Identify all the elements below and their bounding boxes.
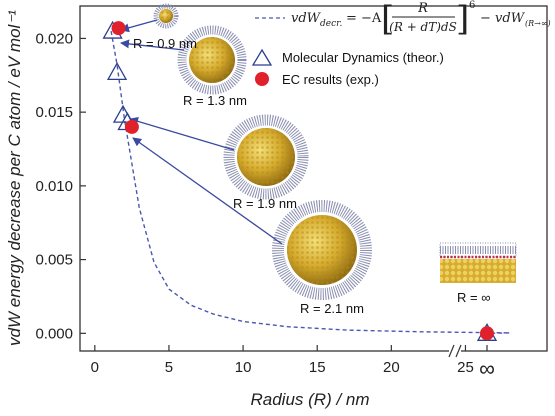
equation-lhs: vdW (291, 11, 322, 26)
legend-item-theory: Molecular Dynamics (theor.) (251, 48, 444, 66)
arrow-1-9nm (129, 116, 235, 151)
legend-triangle-marker (251, 48, 273, 66)
theory-point (106, 62, 128, 80)
particle-1-3nm-image (177, 25, 247, 95)
equation-denominator: (R + dT)dS (389, 20, 457, 34)
annotation-r-1-9nm: R = 1.9 nm (233, 196, 297, 211)
x-tick-label: 5 (165, 359, 173, 376)
y-tick-label: 0.020 (35, 30, 73, 47)
particle-2-1nm-image (272, 200, 372, 300)
legend-label-theory: Molecular Dynamics (theor.) (282, 50, 444, 65)
x-tick-label: 10 (235, 359, 252, 376)
annotation-r-1-3nm: R = 1.3 nm (183, 93, 247, 108)
equation-numerator: R (417, 1, 428, 16)
legend-circle-marker (255, 72, 269, 86)
y-tick-label: 0.000 (35, 325, 73, 342)
x-tick-label: 20 (383, 359, 400, 376)
experiment-point (124, 119, 139, 134)
arrow-1-3nm (120, 39, 185, 51)
particle-0-9nm-image (153, 3, 179, 29)
axis-ticks: 0 5 10 15 20 25 0.000 0.005 0.010 0.015 0.020 (35, 30, 488, 376)
fit-equation: vdW decr. = −A [ R (R + dT)dS ] 6 − vdW … (255, 0, 551, 39)
equation-tail-sub: (R→∞) (525, 19, 551, 28)
legend: Molecular Dynamics (theor.) EC results (… (251, 48, 444, 87)
equation-equals: = −A (346, 11, 382, 26)
flat-surface-image (439, 242, 517, 283)
experiment-point (480, 326, 494, 341)
experiment-series (111, 21, 494, 341)
x-tick-label: 15 (309, 359, 326, 376)
annotation-r-2-1nm: R = 2.1 nm (300, 301, 364, 316)
nanoparticle-images (153, 3, 517, 300)
theory-series (102, 20, 498, 341)
equation-tail: − vdW (480, 11, 526, 26)
fit-curve (110, 30, 510, 334)
annotation-r-infinity: R = ∞ (457, 290, 490, 305)
x-tick-label: 25 (457, 359, 474, 376)
equation-exponent: 6 (469, 0, 475, 11)
y-tick-label: 0.005 (35, 252, 73, 269)
axis-break-mark (448, 344, 462, 358)
arrow-2-1nm (132, 137, 283, 245)
plot-frame (79, 5, 548, 352)
annotation-r-0-9nm: R = 0.9 nm (133, 36, 197, 51)
x-infinity-tick-label: ∞ (479, 356, 495, 381)
x-tick-label: 0 (91, 359, 99, 376)
particle-1-9nm-image (223, 114, 309, 200)
annotation-arrows (120, 19, 283, 245)
x-axis-label: Radius (R) / nm (250, 390, 369, 409)
equation-lhs-sub: decr. (320, 19, 342, 29)
experiment-point (111, 21, 126, 36)
y-tick-label: 0.015 (35, 104, 73, 121)
y-axis-label: vdW energy decrease per C atom / eV mol⁻… (5, 10, 24, 346)
legend-item-experiment: EC results (exp.) (255, 72, 379, 87)
y-tick-label: 0.010 (35, 178, 73, 195)
legend-label-experiment: EC results (exp.) (282, 72, 379, 87)
equation-left-bracket: [ (381, 0, 394, 39)
equation-right-bracket: ] (456, 0, 469, 39)
arrow-0-9nm (120, 19, 158, 33)
